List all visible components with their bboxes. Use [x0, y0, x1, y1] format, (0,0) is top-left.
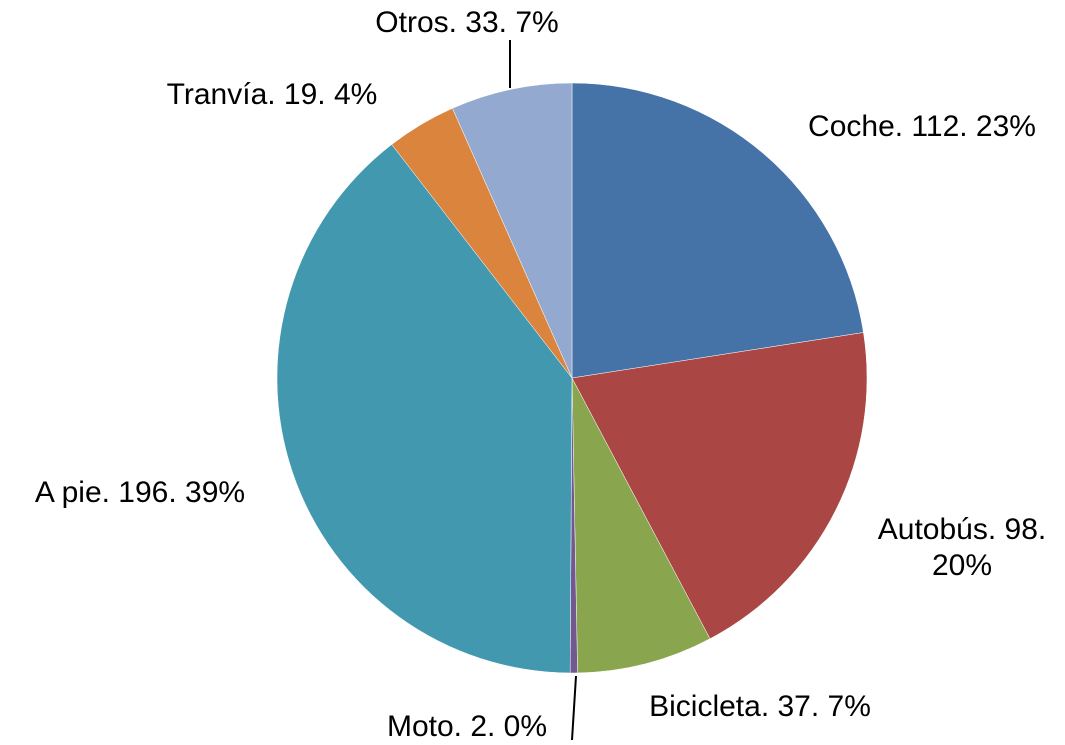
pie-slice: [571, 377, 711, 674]
data-label: Autobús. 98. 20%: [877, 513, 1047, 582]
pie-slice: [452, 82, 573, 379]
data-label: Moto. 2. 0%: [386, 710, 548, 743]
leader-line: [571, 675, 577, 741]
data-label: Coche. 112. 23%: [808, 110, 1036, 143]
data-label: Otros. 33. 7%: [375, 6, 559, 39]
data-label: Tranvía. 19. 4%: [166, 78, 378, 111]
pie-slice: [571, 332, 868, 640]
data-label: A pie. 196. 39%: [34, 476, 246, 509]
data-label: Bicicleta. 37. 7%: [649, 690, 871, 723]
pie-slice: [571, 82, 864, 379]
pie-slice: [276, 144, 573, 674]
